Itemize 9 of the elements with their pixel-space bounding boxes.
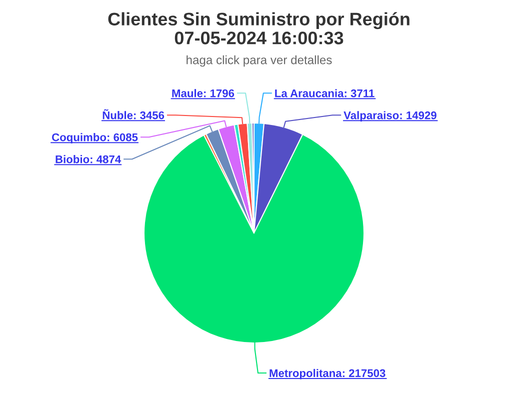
chart-subtitle: haga click para ver detalles [186, 55, 332, 67]
slice-label: Valparaiso: 14929 [344, 111, 436, 122]
chart-title: Clientes Sin Suministro por Región 07-05-2024 16:00:33 [108, 12, 410, 44]
slice-label: Biobio: 4874 [56, 155, 122, 164]
slice-label: La Araucania: 3711 [275, 89, 374, 98]
slice-label: Metropolitana: 217503 [270, 368, 386, 380]
slice-label: Coquimbo: 6085 [52, 133, 138, 144]
slice-label: Ñuble: 3456 [102, 109, 164, 120]
slice-label: Maule: 1796 [172, 89, 234, 98]
